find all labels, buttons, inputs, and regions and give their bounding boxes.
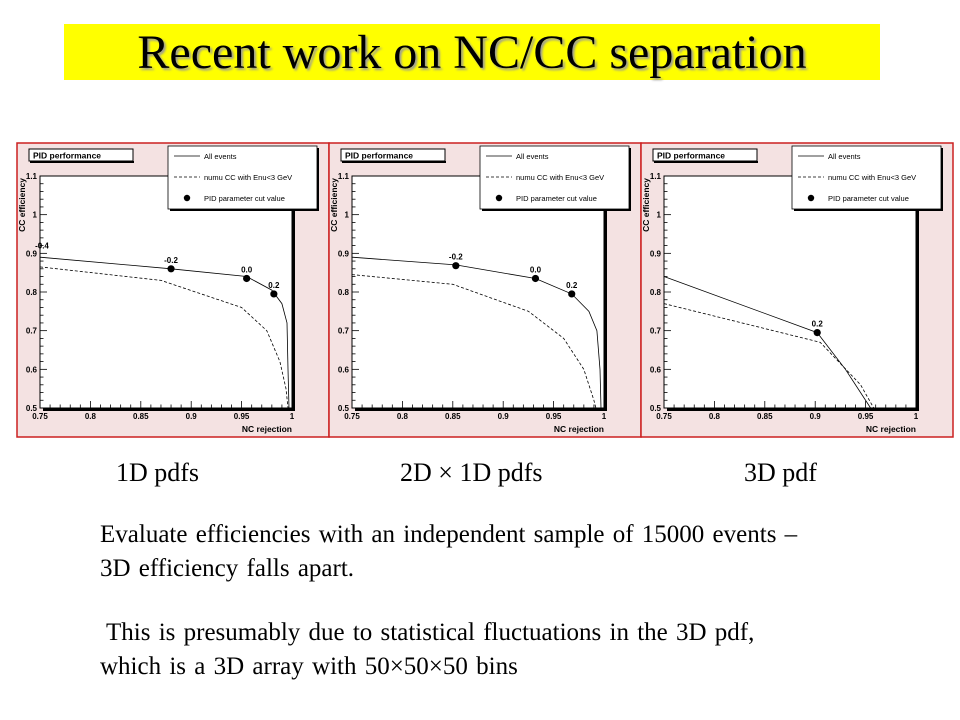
legend-marker-swatch bbox=[495, 194, 503, 202]
legend-entry-label: PID parameter cut value bbox=[516, 194, 597, 203]
paragraph-evaluation: Evaluate efficiencies with an independen… bbox=[100, 521, 798, 582]
chart-title: PID performance bbox=[33, 151, 101, 161]
x-tick-label: 0.85 bbox=[757, 412, 773, 421]
cut-value-label: 0.0 bbox=[530, 265, 542, 274]
x-tick-label: 0.85 bbox=[445, 412, 461, 421]
y-tick-label: 0.7 bbox=[338, 327, 350, 336]
caption-2d: 2D × 1D pdfs bbox=[400, 458, 543, 487]
all-events-curve bbox=[351, 256, 602, 409]
cut-value-label: -0.2 bbox=[164, 256, 178, 265]
x-tick-label: 0.75 bbox=[32, 412, 48, 421]
legend-entry-label: numu CC with Enu<3 GeV bbox=[828, 173, 916, 182]
cut-value-label: 0.0 bbox=[241, 265, 253, 274]
cut-value-marker bbox=[243, 274, 251, 283]
legend-entry-label: PID parameter cut value bbox=[204, 194, 285, 203]
y-tick-label: 1 bbox=[33, 211, 38, 220]
x-tick-label: 0.85 bbox=[133, 412, 149, 421]
y-tick-label: 0.9 bbox=[338, 249, 350, 258]
numu-cc-curve bbox=[351, 274, 597, 409]
cut-value-marker bbox=[813, 329, 821, 337]
x-tick-label: 0.95 bbox=[234, 412, 250, 421]
legend-entry-label: numu CC with Enu<3 GeV bbox=[204, 173, 292, 182]
x-tick-label: 1 bbox=[290, 412, 295, 421]
y-axis-title: CC efficiency bbox=[641, 178, 651, 232]
y-tick-label: 0.6 bbox=[650, 365, 662, 374]
chart-3d-svg: 0.75 0.8 0.85 0.9 0.95 1 0.5 0.6 0.7 0.8 0.9 1 1.1 NC… bbox=[640, 142, 954, 438]
y-tick-label: 1 bbox=[657, 211, 662, 220]
y-axis-title: CC efficiency bbox=[329, 178, 339, 232]
cut-value-label: 0.2 bbox=[566, 281, 578, 290]
y-tick-label: 0.8 bbox=[650, 288, 662, 297]
y-tick-label: 0.8 bbox=[26, 288, 38, 297]
x-tick-label: 0.95 bbox=[858, 412, 874, 421]
legend-entry-label: PID parameter cut value bbox=[828, 194, 909, 203]
x-tick-label: 1 bbox=[914, 412, 919, 421]
chart-panel-3d: 0.75 0.8 0.85 0.9 0.95 1 0.5 0.6 0.7 0.8 0.9 1 1.1 NC… bbox=[640, 142, 954, 438]
title-banner: Recent work on NC/CC separation bbox=[64, 24, 880, 80]
chart-title: PID performance bbox=[657, 151, 725, 161]
cut-value-marker bbox=[568, 290, 576, 298]
y-tick-label: 0.5 bbox=[26, 404, 38, 413]
y-tick-label: 0.5 bbox=[650, 404, 662, 413]
y-tick-label: 1 bbox=[345, 211, 350, 220]
slide-title: Recent work on NC/CC separation bbox=[137, 25, 807, 79]
legend-entry-label: All events bbox=[828, 152, 861, 161]
y-axis-title: CC efficiency bbox=[17, 178, 27, 232]
x-tick-label: 0.8 bbox=[397, 412, 409, 421]
x-tick-label: 0.95 bbox=[546, 412, 562, 421]
cut-value-marker bbox=[531, 274, 540, 283]
x-tick-label: 0.8 bbox=[709, 412, 721, 421]
x-axis-title: NC rejection bbox=[242, 424, 292, 434]
numu-cc-curve bbox=[663, 303, 875, 409]
y-tick-label: 0.8 bbox=[338, 288, 350, 297]
caption-1d: 1D pdfs bbox=[116, 458, 200, 487]
numu-cc-curve bbox=[39, 266, 289, 409]
cut-value-marker bbox=[167, 265, 175, 273]
cut-value-label: 0.2 bbox=[268, 281, 280, 290]
y-tick-label: 0.7 bbox=[26, 327, 38, 336]
y-tick-label: 0.7 bbox=[650, 327, 662, 336]
legend-box bbox=[479, 145, 630, 210]
cut-value-marker bbox=[270, 290, 278, 298]
y-tick-label: 1.1 bbox=[338, 172, 350, 181]
cut-value-label: 0.2 bbox=[812, 320, 824, 329]
paragraph-fluctuations: This is presumably due to statistical fl… bbox=[100, 619, 755, 680]
x-axis-title: NC rejection bbox=[866, 424, 916, 434]
x-axis-title: NC rejection bbox=[554, 424, 604, 434]
cut-value-marker bbox=[452, 262, 460, 270]
all-events-curve bbox=[39, 256, 290, 409]
caption-3d: 3D pdf bbox=[744, 458, 817, 487]
legend-entry-label: numu CC with Enu<3 GeV bbox=[516, 173, 604, 182]
chart-panel-2d: 0.75 0.8 0.85 0.9 0.95 1 0.5 0.6 0.7 0.8 0.9 1 1.1 NC… bbox=[328, 142, 642, 438]
legend-box bbox=[167, 145, 318, 210]
x-tick-label: 0.75 bbox=[344, 412, 360, 421]
y-tick-label: 0.9 bbox=[26, 249, 38, 258]
cut-value-label: -0.2 bbox=[449, 253, 463, 262]
y-tick-label: 0.6 bbox=[338, 365, 350, 374]
legend-box bbox=[791, 145, 942, 210]
x-tick-label: 0.75 bbox=[656, 412, 672, 421]
y-tick-label: 1.1 bbox=[26, 172, 38, 181]
x-tick-label: 1 bbox=[602, 412, 607, 421]
plot-area bbox=[351, 175, 605, 409]
legend-marker-swatch bbox=[183, 194, 191, 202]
y-tick-label: 1.1 bbox=[650, 172, 662, 181]
y-tick-label: 0.6 bbox=[26, 365, 38, 374]
chart-title: PID performance bbox=[345, 151, 413, 161]
all-events-curve bbox=[663, 276, 871, 409]
chart-2d-svg: 0.75 0.8 0.85 0.9 0.95 1 0.5 0.6 0.7 0.8 0.9 1 1.1 NC… bbox=[328, 142, 642, 438]
chart-panel-1d: 0.75 0.8 0.85 0.9 0.95 1 0.5 0.6 0.7 0.8 0.9 1 1.1 NC… bbox=[16, 142, 330, 438]
annotation-label: -0.4 bbox=[35, 241, 49, 250]
legend-entry-label: All events bbox=[516, 152, 549, 161]
y-tick-label: 0.5 bbox=[338, 404, 350, 413]
chart-1d-svg: 0.75 0.8 0.85 0.9 0.95 1 0.5 0.6 0.7 0.8 0.9 1 1.1 NC… bbox=[16, 142, 330, 438]
x-tick-label: 0.9 bbox=[498, 412, 510, 421]
x-tick-label: 0.9 bbox=[810, 412, 822, 421]
legend-entry-label: All events bbox=[204, 152, 237, 161]
legend-marker-swatch bbox=[807, 194, 815, 202]
y-tick-label: 0.9 bbox=[650, 249, 662, 258]
plot-area bbox=[39, 175, 293, 409]
x-tick-label: 0.8 bbox=[85, 412, 97, 421]
x-tick-label: 0.9 bbox=[186, 412, 198, 421]
